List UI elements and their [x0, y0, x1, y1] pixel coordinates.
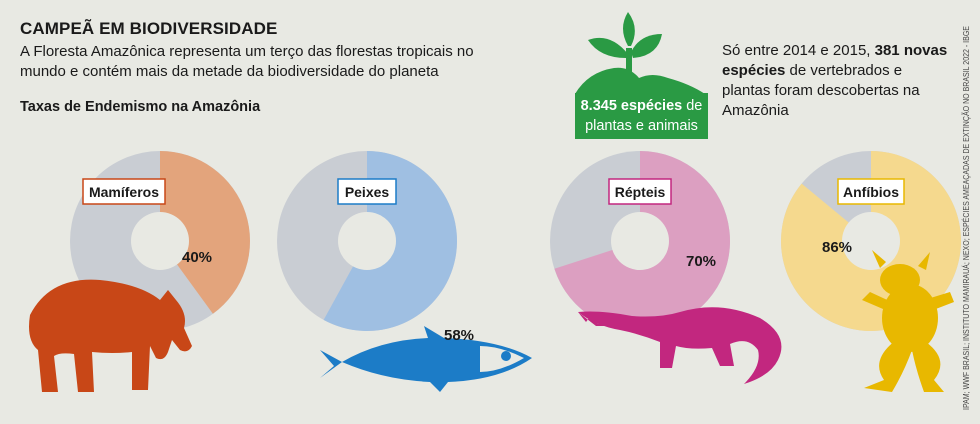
new-species-callout: Só entre 2014 e 2015, 381 novas espécies… [722, 41, 952, 121]
species-count-line2: plantas e animais [585, 118, 698, 134]
tapir-icon [29, 279, 192, 392]
plant-icon [575, 12, 705, 94]
pie-hole-anfibios [842, 212, 900, 270]
species-count-de: de [686, 98, 703, 114]
species-count-number: 8.345 espécies [580, 98, 683, 114]
chart-title: Taxas de Endemismo na Amazônia [20, 99, 261, 115]
new-species-suffix: de vertebrados e plantas foram descobert… [722, 62, 920, 119]
category-text-peixes: Peixes [345, 184, 390, 200]
pie-slice-mamiferos [160, 151, 250, 314]
source-credit-text: IPAM; WWF BRASIL; INSTITUTO MAMIRAUÁ; NE… [961, 26, 971, 410]
pie-hole-mamiferos [131, 212, 189, 270]
fish-icon [320, 326, 532, 392]
species-count-box: 8.345 espécies de plantas e animais [575, 93, 708, 139]
new-species-prefix: Só entre 2014 e 2015, [722, 42, 875, 59]
frog-icon [862, 250, 954, 392]
value-label-mamiferos: 40% [182, 249, 212, 266]
page-subtitle: A Floresta Amazônica representa um terço… [20, 43, 474, 80]
pie-hole-peixes [338, 212, 396, 270]
value-label-anfibios: 86% [822, 239, 852, 256]
page-title: CAMPEÃ EM BIODIVERSIDADE [20, 19, 278, 38]
category-label-anfibios: Anfíbios [837, 178, 905, 205]
category-label-repteis: Répteis [608, 178, 672, 205]
category-text-anfibios: Anfíbios [843, 184, 899, 200]
new-species-highlight: 381 novas espécies [722, 42, 948, 79]
source-credit: IPAM; WWF BRASIL; INSTITUTO MAMIRAUÁ; NE… [961, 26, 971, 410]
pie-hole-repteis [611, 212, 669, 270]
category-label-mamiferos: Mamíferos [82, 178, 166, 205]
category-text-mamiferos: Mamíferos [89, 184, 159, 200]
category-text-repteis: Répteis [615, 184, 666, 200]
crocodile-icon [578, 307, 782, 384]
value-label-peixes: 58% [444, 327, 474, 344]
category-label-peixes: Peixes [337, 178, 397, 205]
value-label-repteis: 70% [686, 253, 716, 270]
